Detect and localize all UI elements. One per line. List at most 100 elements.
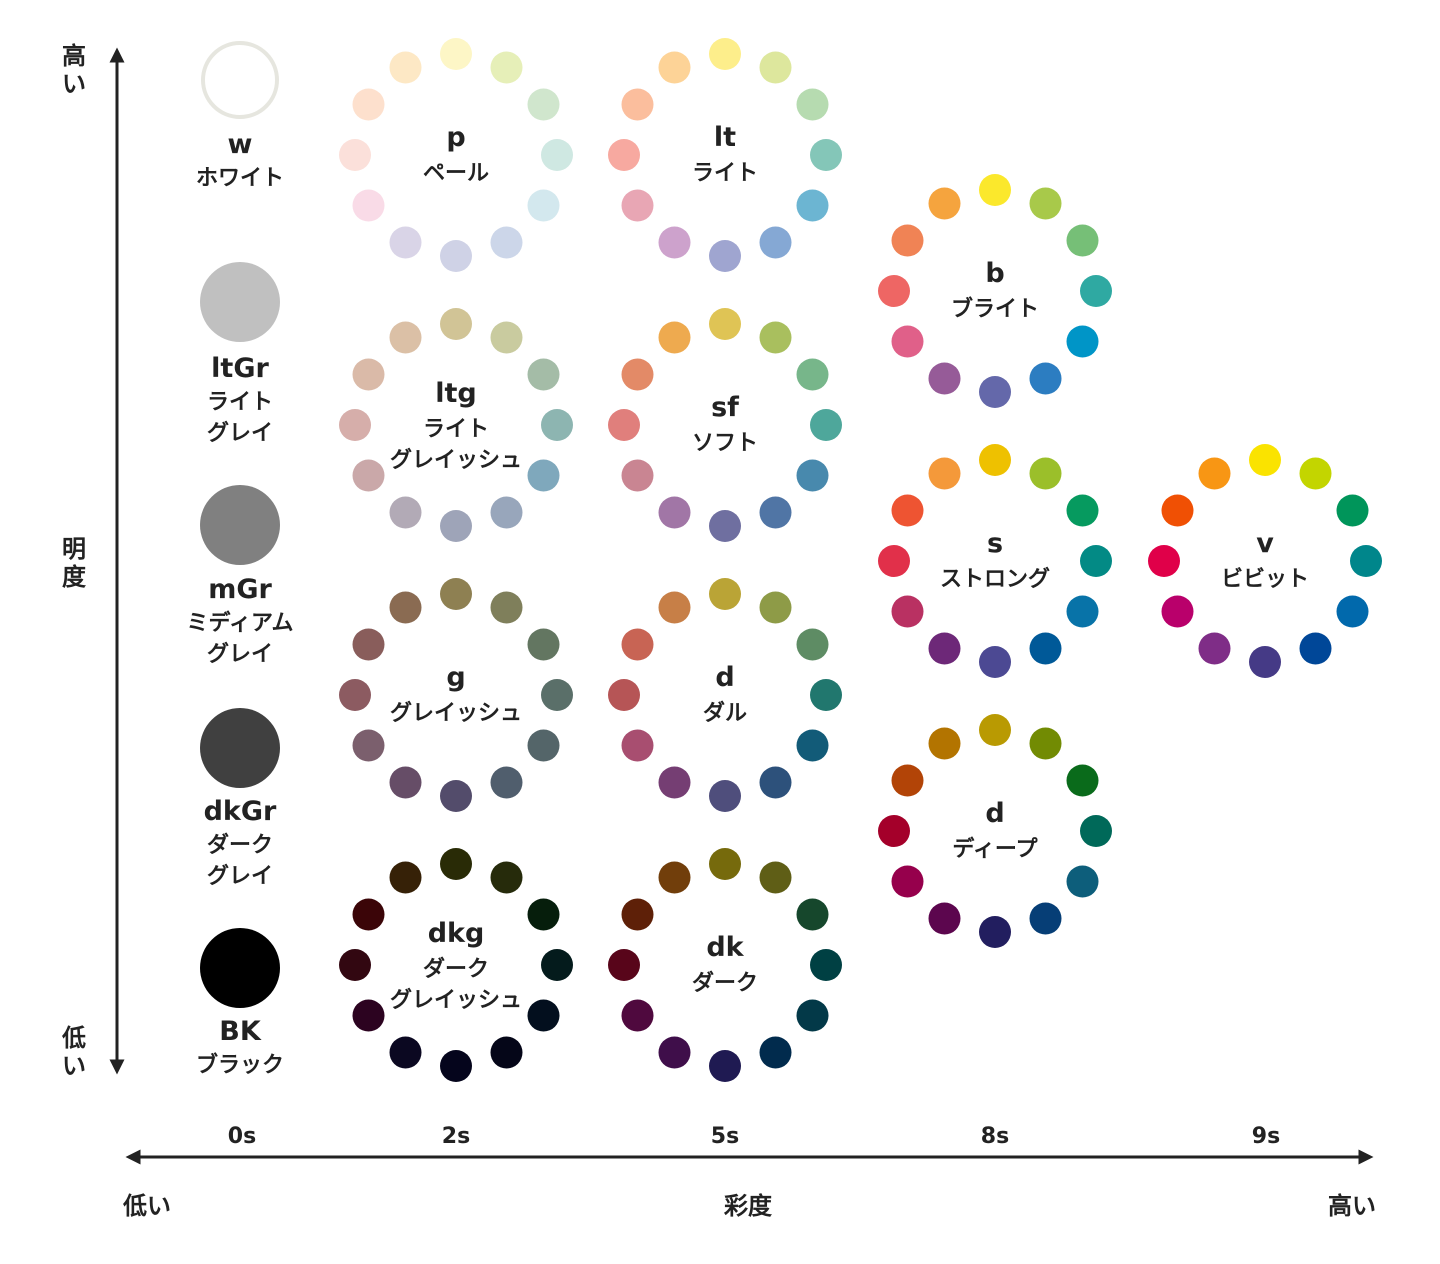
tone-color-dot — [928, 727, 961, 760]
tone-code: sf — [711, 392, 739, 423]
neutral-code: mGr — [208, 574, 272, 605]
tone-group-d: d ディープ — [878, 714, 1112, 948]
tone-color-dot — [796, 898, 829, 931]
tone-color-dot — [658, 861, 691, 894]
tone-color-dot — [389, 321, 422, 354]
tone-name: ストロング — [940, 566, 1050, 592]
tone-color-dot — [352, 88, 385, 121]
tone-name: グレイッシュ — [390, 987, 522, 1013]
tone-color-dot — [1029, 727, 1062, 760]
tone-color-dot — [490, 766, 523, 799]
tone-color-dot — [928, 457, 961, 490]
tone-color-dot — [979, 174, 1011, 206]
neutral-swatch-BK — [200, 928, 280, 1008]
tone-color-dot — [527, 999, 560, 1032]
tone-color-dot — [389, 51, 422, 84]
tone-color-dot — [527, 729, 560, 762]
neutral-swatch-mGr — [200, 485, 280, 565]
tone-name: ライト — [423, 417, 489, 442]
tone-group-d: d ダル — [608, 578, 842, 812]
tone-color-dot — [608, 679, 640, 711]
tone-color-dot — [1080, 545, 1112, 577]
tone-name: グレイッシュ — [390, 700, 522, 726]
tone-color-dot — [1066, 764, 1099, 797]
tone-color-dot — [1029, 457, 1062, 490]
brightness-low-label-2: い — [62, 1052, 86, 1080]
tone-color-dot — [1066, 325, 1099, 358]
tone-color-dot — [891, 494, 924, 527]
tone-color-dot — [440, 780, 472, 812]
neutral-code: ltGr — [211, 353, 269, 384]
tone-color-dot — [878, 545, 910, 577]
tone-color-dot — [440, 1050, 472, 1082]
saturation-axis-title: 彩度 — [723, 1192, 773, 1220]
tone-color-dot — [490, 1036, 523, 1069]
tone-color-dot — [709, 1050, 741, 1082]
tone-color-dot — [352, 628, 385, 661]
tone-group-b: b ブライト — [878, 174, 1112, 408]
tone-color-dot — [709, 780, 741, 812]
neutral-code: w — [228, 129, 253, 160]
tone-color-dot — [440, 578, 472, 610]
tone-code: b — [985, 258, 1004, 289]
tone-color-dot — [352, 459, 385, 492]
tone-code: v — [1256, 528, 1274, 559]
tone-color-dot — [608, 139, 640, 171]
brightness-axis-title-2: 度 — [62, 563, 87, 591]
tone-color-dot — [527, 898, 560, 931]
tone-color-dot — [621, 898, 654, 931]
neutral-code: dkGr — [204, 796, 277, 827]
tone-color-dot — [810, 949, 842, 981]
tone-color-dot — [527, 88, 560, 121]
tone-color-dot — [1161, 494, 1194, 527]
tone-color-dot — [1249, 646, 1281, 678]
tone-color-dot — [352, 358, 385, 391]
tone-color-dot — [621, 189, 654, 222]
tone-color-dot — [389, 591, 422, 624]
tone-color-dot — [440, 240, 472, 272]
tone-color-dot — [1029, 902, 1062, 935]
tone-code: ltg — [435, 378, 477, 409]
tone-color-dot — [658, 51, 691, 84]
tone-code: s — [987, 528, 1003, 559]
tone-color-dot — [541, 139, 573, 171]
tone-color-dot — [759, 51, 792, 84]
neutral-name: グレイ — [207, 420, 273, 446]
tone-color-dot — [1029, 187, 1062, 220]
tone-color-dot — [796, 999, 829, 1032]
tone-color-dot — [759, 226, 792, 259]
neutral-code: BK — [219, 1016, 262, 1047]
tone-code: d — [985, 798, 1004, 829]
saturation-tick: 9s — [1252, 1124, 1280, 1149]
tone-name: ブライト — [951, 296, 1039, 322]
tone-color-dot — [709, 510, 741, 542]
tone-name: ビビット — [1221, 567, 1309, 592]
tone-color-dot — [621, 729, 654, 762]
neutral-name: ミディアム — [187, 610, 294, 636]
tone-color-dot — [1299, 457, 1332, 490]
tone-color-dot — [527, 628, 560, 661]
tone-color-dot — [759, 591, 792, 624]
tone-color-dot — [440, 848, 472, 880]
tone-color-dot — [389, 766, 422, 799]
tone-color-dot — [621, 88, 654, 121]
tone-color-dot — [891, 595, 924, 628]
tone-color-dot — [979, 444, 1011, 476]
tone-color-dot — [928, 632, 961, 665]
tone-color-dot — [608, 409, 640, 441]
neutral-swatch-w — [201, 41, 279, 119]
tone-color-dot — [709, 308, 741, 340]
tone-color-dot — [759, 1036, 792, 1069]
tone-color-dot — [490, 321, 523, 354]
tone-name: ダル — [703, 700, 747, 726]
tone-color-dot — [810, 679, 842, 711]
tone-color-dot — [490, 226, 523, 259]
tone-color-dot — [891, 325, 924, 358]
tone-code: g — [446, 662, 465, 693]
tone-code: lt — [714, 122, 736, 153]
tone-color-dot — [541, 409, 573, 441]
tone-name: ダーク — [692, 970, 758, 996]
tone-color-dot — [1198, 632, 1231, 665]
tone-color-dot — [1066, 224, 1099, 257]
